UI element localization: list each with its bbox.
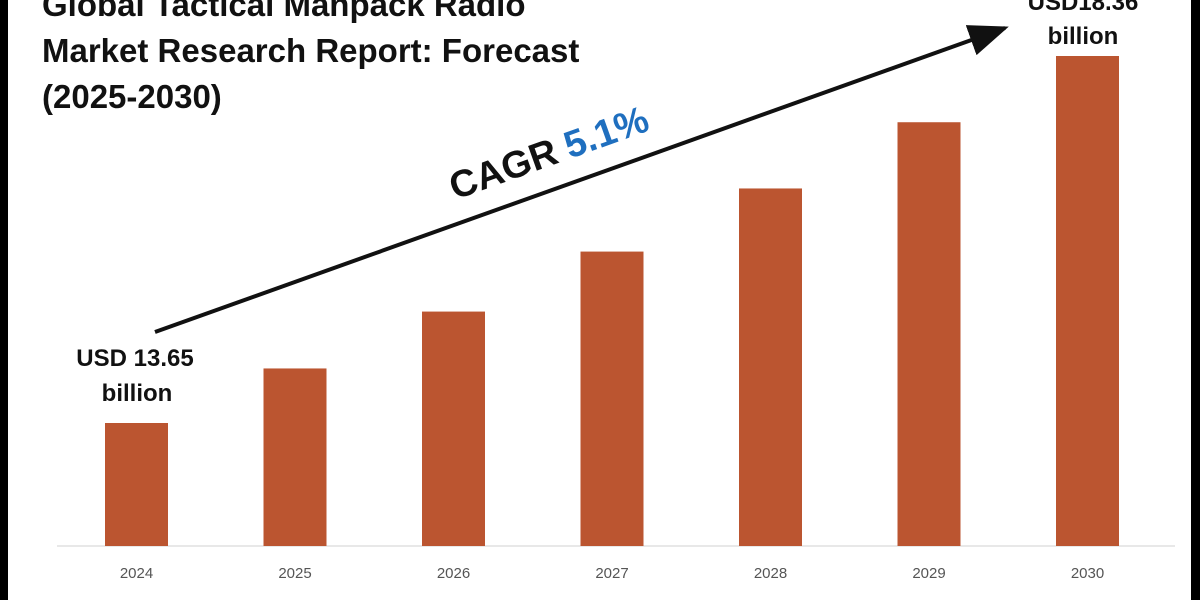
end-value-label-line1: USD18.36 bbox=[1028, 0, 1139, 16]
x-tick-label-2026: 2026 bbox=[437, 565, 470, 582]
title-line-3: (2025-2030) bbox=[42, 78, 222, 115]
chart-title: Global Tactical Manpack Radio Market Res… bbox=[42, 0, 642, 120]
right-frame-border bbox=[1191, 0, 1200, 600]
bar-2027 bbox=[580, 251, 644, 546]
title-line-2: Market Research Report: Forecast bbox=[42, 32, 580, 69]
left-frame-border bbox=[0, 0, 8, 600]
start-value-label-line2: billion bbox=[102, 380, 173, 407]
title-line-1: Global Tactical Manpack Radio bbox=[42, 0, 526, 23]
x-tick-label-2027: 2027 bbox=[595, 565, 628, 582]
x-tick-label-2028: 2028 bbox=[754, 565, 787, 582]
bar-2025 bbox=[263, 368, 327, 546]
growth-arrow bbox=[154, 25, 1009, 334]
x-tick-label-2029: 2029 bbox=[912, 565, 945, 582]
x-tick-label-2024: 2024 bbox=[120, 565, 153, 582]
start-value-label-line1: USD 13.65 bbox=[76, 345, 193, 372]
x-tick-label-2025: 2025 bbox=[278, 565, 311, 582]
bar-2024 bbox=[105, 423, 168, 546]
bar-2030 bbox=[1056, 56, 1119, 546]
cagr-label: CAGR bbox=[444, 131, 563, 208]
x-tick-label-2030: 2030 bbox=[1071, 565, 1104, 582]
end-value-label-line2: billion bbox=[1048, 23, 1119, 50]
bar-2028 bbox=[739, 188, 802, 547]
bar-2026 bbox=[422, 311, 485, 546]
bar-2029 bbox=[897, 122, 961, 547]
